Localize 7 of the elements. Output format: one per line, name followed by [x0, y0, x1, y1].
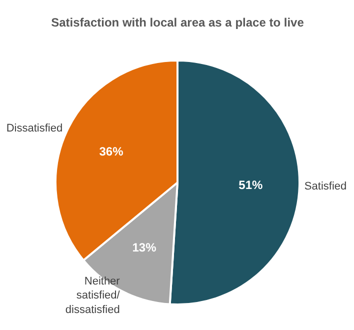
data-label: 36%	[99, 144, 124, 158]
slice-label: Dissatisfied	[6, 122, 63, 134]
slice-label: Satisfied	[304, 180, 347, 192]
data-label: 51%	[238, 178, 264, 192]
data-label: 13%	[132, 240, 157, 255]
chart-title: Satisfaction with local area as a place to live	[51, 16, 304, 30]
slice-label: Neither satisfied/ dissatisfied	[65, 275, 121, 316]
